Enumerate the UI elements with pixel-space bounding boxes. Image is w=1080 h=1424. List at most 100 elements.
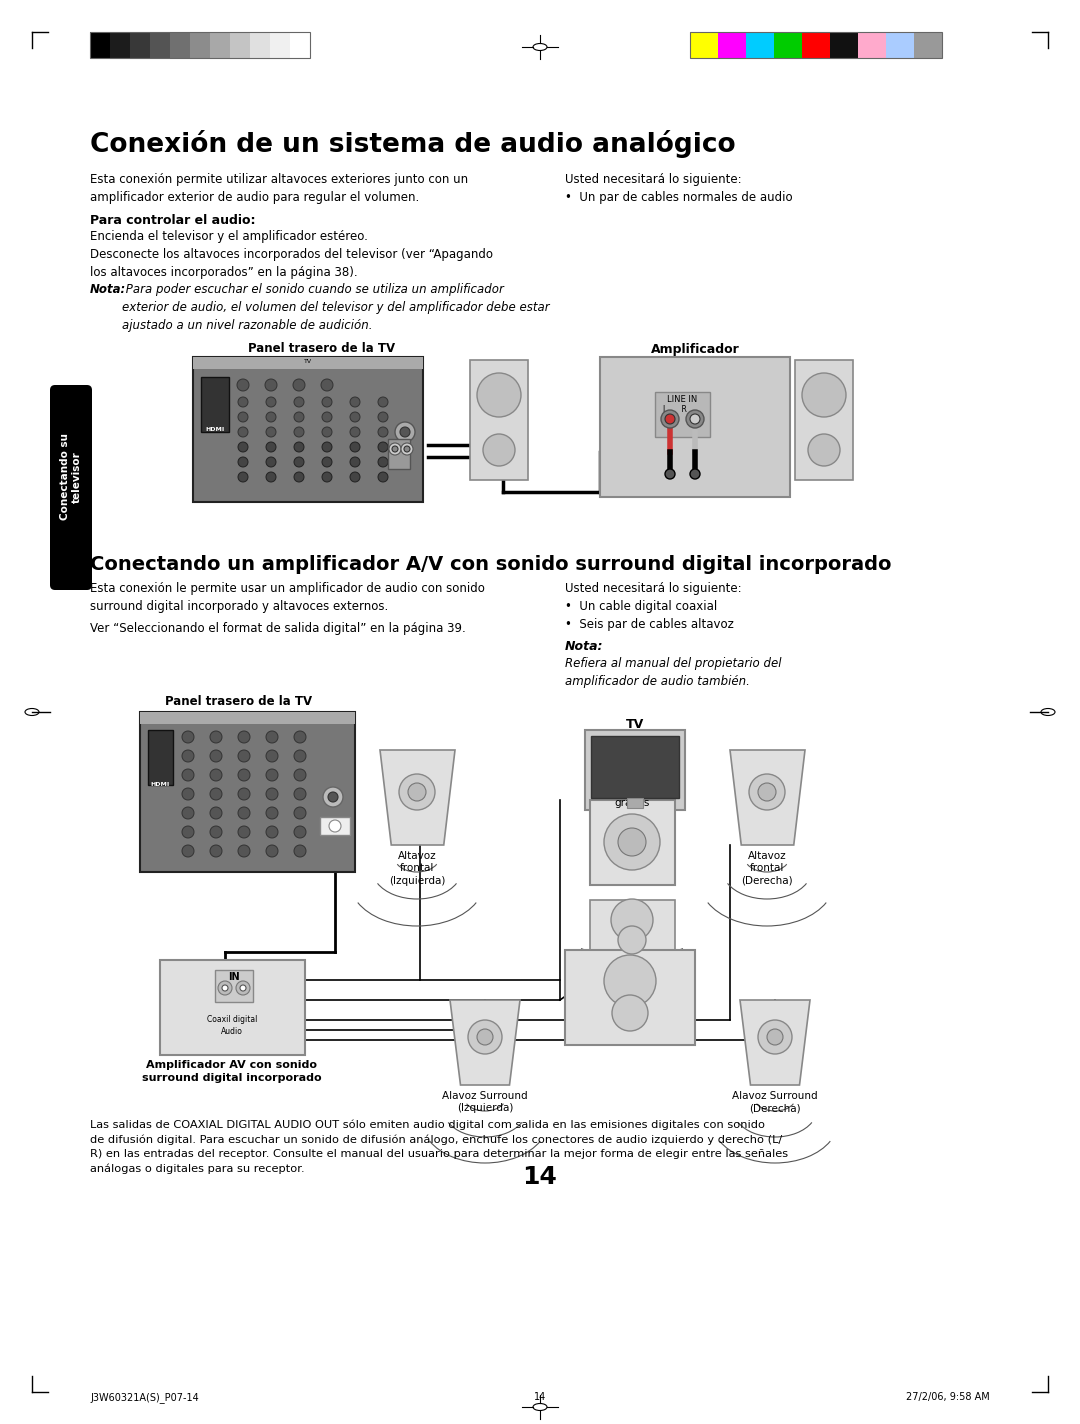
Bar	[470, 360, 528, 480]
Text: Amplificador: Amplificador	[650, 343, 740, 356]
Bar	[190, 31, 210, 58]
Text: IN: IN	[228, 973, 240, 983]
Circle shape	[210, 769, 222, 780]
Bar	[565, 950, 696, 1045]
Bar	[160, 960, 305, 1055]
Circle shape	[294, 412, 303, 422]
Bar	[627, 797, 643, 807]
Bar	[858, 31, 886, 58]
Text: Altavoz
frontal
(Derecha): Altavoz frontal (Derecha)	[741, 852, 793, 886]
Text: Conexión de un sistema de audio analógico: Conexión de un sistema de audio analógic…	[90, 130, 735, 158]
Circle shape	[266, 471, 276, 481]
Text: Conectando un amplificador A/V con sonido surround digital incorporado: Conectando un amplificador A/V con sonid…	[90, 555, 891, 574]
Bar	[215, 970, 253, 1002]
Circle shape	[183, 826, 194, 837]
Circle shape	[238, 750, 249, 762]
Circle shape	[266, 427, 276, 437]
Circle shape	[665, 414, 675, 424]
Circle shape	[686, 410, 704, 429]
Circle shape	[399, 775, 435, 810]
Circle shape	[183, 807, 194, 819]
Bar	[270, 31, 291, 58]
Text: Ver “Seleccionando el format de salida digital” en la página 39.: Ver “Seleccionando el format de salida d…	[90, 622, 465, 635]
Polygon shape	[740, 1000, 810, 1085]
Circle shape	[266, 412, 276, 422]
Circle shape	[322, 427, 332, 437]
Circle shape	[210, 844, 222, 857]
Bar	[388, 439, 410, 468]
Circle shape	[294, 787, 306, 800]
Bar	[320, 817, 350, 834]
Circle shape	[392, 446, 399, 451]
Circle shape	[350, 412, 360, 422]
Circle shape	[378, 397, 388, 407]
Text: TV: TV	[626, 718, 644, 731]
Circle shape	[322, 397, 332, 407]
Bar	[690, 31, 942, 58]
Circle shape	[395, 422, 415, 441]
Circle shape	[378, 427, 388, 437]
Bar	[690, 31, 718, 58]
FancyBboxPatch shape	[50, 384, 92, 590]
Circle shape	[294, 731, 306, 743]
Circle shape	[618, 827, 646, 856]
Bar	[90, 31, 310, 58]
Circle shape	[222, 985, 228, 991]
Circle shape	[266, 807, 278, 819]
Circle shape	[210, 807, 222, 819]
Bar	[590, 800, 675, 884]
Circle shape	[321, 379, 333, 392]
Circle shape	[294, 844, 306, 857]
Circle shape	[210, 750, 222, 762]
Bar	[590, 900, 675, 960]
Circle shape	[266, 731, 278, 743]
Circle shape	[294, 427, 303, 437]
Circle shape	[477, 1030, 492, 1045]
Circle shape	[477, 373, 521, 417]
Circle shape	[238, 397, 248, 407]
Circle shape	[294, 457, 303, 467]
Text: 27/2/06, 9:58 AM: 27/2/06, 9:58 AM	[906, 1393, 990, 1403]
Circle shape	[758, 783, 777, 800]
Bar	[886, 31, 914, 58]
Circle shape	[322, 412, 332, 422]
Circle shape	[238, 731, 249, 743]
Circle shape	[604, 815, 660, 870]
Circle shape	[293, 379, 305, 392]
Circle shape	[266, 750, 278, 762]
Text: Nota:: Nota:	[565, 639, 604, 654]
Circle shape	[690, 414, 700, 424]
Circle shape	[266, 787, 278, 800]
Bar	[193, 357, 423, 369]
Circle shape	[328, 792, 338, 802]
Bar	[148, 731, 173, 785]
Circle shape	[183, 750, 194, 762]
Text: Conectando su
televisor: Conectando su televisor	[60, 433, 82, 521]
Circle shape	[350, 457, 360, 467]
Text: Las salidas de COAXIAL DIGITAL AUDIO OUT sólo emiten audio digital com salida en: Las salidas de COAXIAL DIGITAL AUDIO OUT…	[90, 1121, 788, 1173]
Circle shape	[350, 427, 360, 437]
Text: Para controlar el audio:: Para controlar el audio:	[90, 214, 256, 226]
Circle shape	[618, 926, 646, 954]
Bar	[291, 31, 310, 58]
Bar	[110, 31, 130, 58]
Bar	[718, 31, 746, 58]
Circle shape	[237, 379, 249, 392]
Circle shape	[294, 397, 303, 407]
Bar	[140, 712, 355, 871]
Circle shape	[404, 446, 410, 451]
Bar	[654, 392, 710, 437]
Text: Nota:: Nota:	[90, 283, 126, 296]
Circle shape	[468, 1020, 502, 1054]
Circle shape	[400, 427, 410, 437]
Circle shape	[183, 787, 194, 800]
Circle shape	[661, 410, 679, 429]
Polygon shape	[730, 750, 805, 844]
Bar	[802, 31, 831, 58]
Circle shape	[802, 373, 846, 417]
Text: TV: TV	[303, 359, 312, 365]
Text: J3W60321A(S)_P07-14: J3W60321A(S)_P07-14	[90, 1393, 199, 1403]
Text: Coaxil digital
Audio: Coaxil digital Audio	[206, 1015, 257, 1035]
Text: Esta conexión permite utilizar altavoces exteriores junto con un
amplificador ex: Esta conexión permite utilizar altavoces…	[90, 172, 468, 204]
Circle shape	[294, 750, 306, 762]
